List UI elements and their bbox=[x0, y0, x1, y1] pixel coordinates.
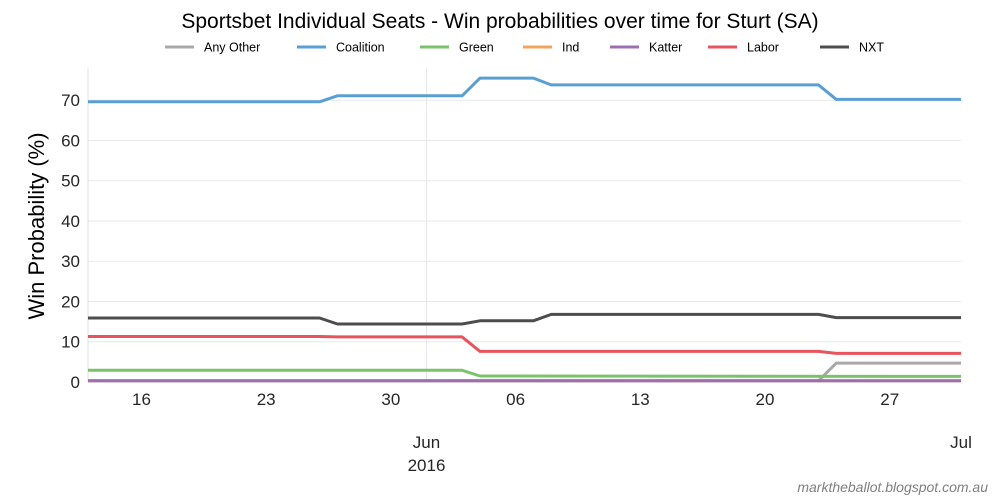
series-line-coalition bbox=[88, 76, 961, 104]
x-major-tick-label: Jun bbox=[413, 433, 440, 452]
x-tick-label: 20 bbox=[756, 390, 775, 409]
y-tick-label: 20 bbox=[61, 292, 80, 311]
y-tick-label: 60 bbox=[61, 131, 80, 150]
x-tick-label: 13 bbox=[631, 390, 650, 409]
series-line-labor bbox=[88, 335, 961, 355]
y-axis-label: Win Probability (%) bbox=[24, 132, 49, 319]
y-tick-label: 50 bbox=[61, 172, 80, 191]
legend-label-coalition: Coalition bbox=[336, 41, 385, 55]
series-line-nxt bbox=[88, 312, 961, 326]
y-tick-label: 0 bbox=[71, 373, 80, 392]
legend-label-katter: Katter bbox=[649, 41, 682, 55]
y-tick-label: 70 bbox=[61, 91, 80, 110]
chart-title: Sportsbet Individual Seats - Win probabi… bbox=[181, 10, 818, 33]
x-major-tick-sublabel: 2016 bbox=[408, 456, 446, 475]
series-group bbox=[88, 76, 962, 383]
x-tick-label: 27 bbox=[880, 390, 899, 409]
x-tick-label: 23 bbox=[257, 390, 276, 409]
series-line-any-other bbox=[88, 361, 961, 383]
grid bbox=[88, 68, 961, 383]
legend-label-green: Green bbox=[459, 41, 494, 55]
x-tick-label: 16 bbox=[132, 390, 151, 409]
x-tick-label: 30 bbox=[381, 390, 400, 409]
legend-label-any-other: Any Other bbox=[204, 41, 260, 55]
x-tick-label: 06 bbox=[506, 390, 525, 409]
axes: 0 10 20 30 40 50 60 70 Jun 2016 Jul 16 23 30 06 13 20 27 bbox=[61, 68, 972, 475]
y-tick-label: 30 bbox=[61, 252, 80, 271]
legend: Any Other Coalition Green Ind Katter Labor NXT bbox=[165, 41, 884, 55]
y-tick-label: 40 bbox=[61, 212, 80, 231]
legend-label-ind: Ind bbox=[562, 41, 579, 55]
legend-label-nxt: NXT bbox=[859, 41, 884, 55]
y-tick-label: 10 bbox=[61, 333, 80, 352]
source-credit: marktheballot.blogspot.com.au bbox=[797, 479, 988, 495]
series-line-green bbox=[88, 368, 962, 378]
x-major-tick-label: Jul bbox=[950, 433, 972, 452]
legend-label-labor: Labor bbox=[747, 41, 779, 55]
